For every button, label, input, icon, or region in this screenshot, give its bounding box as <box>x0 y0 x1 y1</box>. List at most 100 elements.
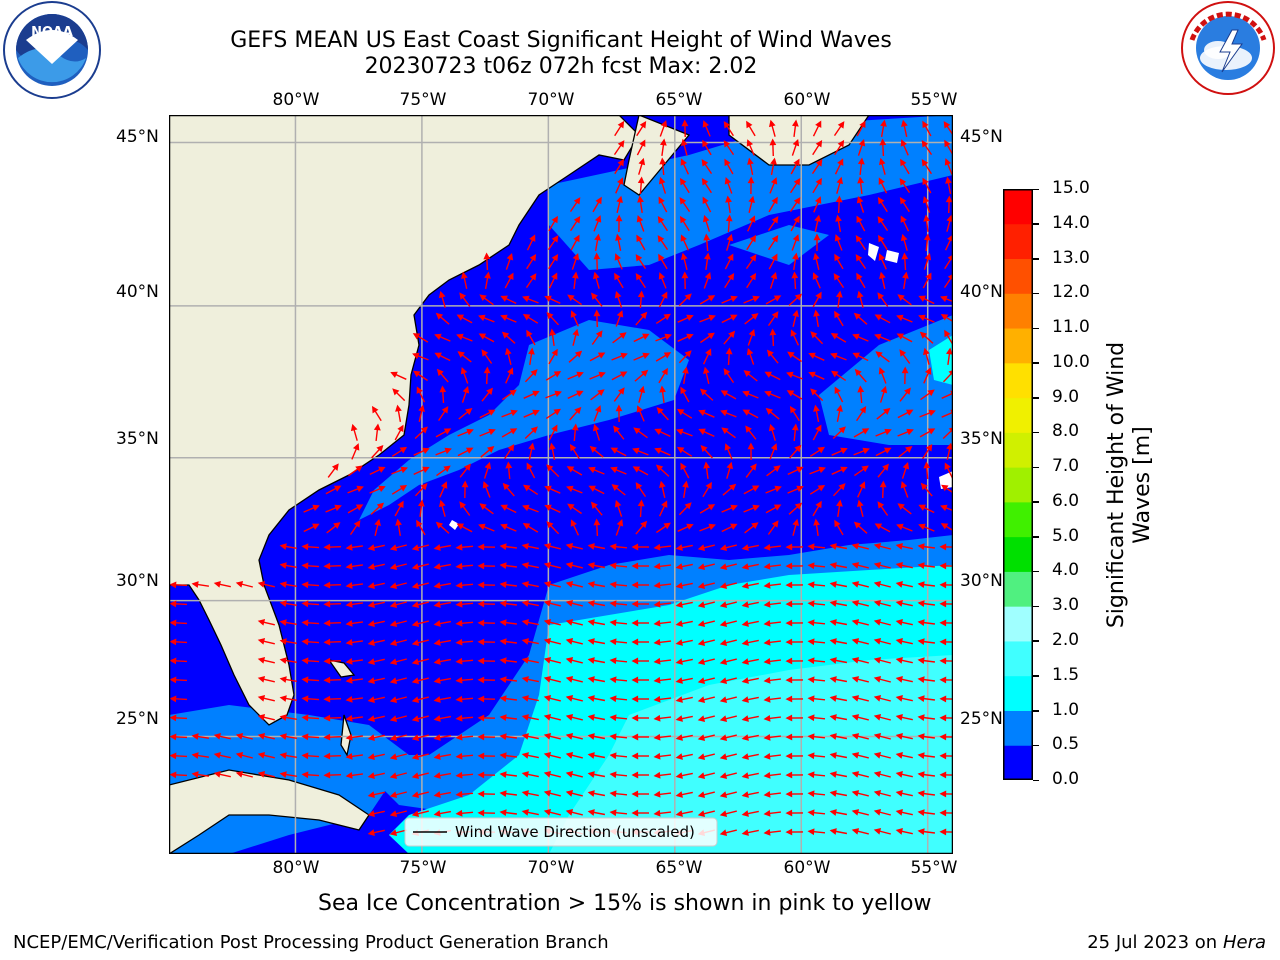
wind-wave-arrowhead <box>771 253 778 262</box>
colorbar-tick-mark <box>1033 744 1039 747</box>
wind-wave-arrowhead <box>807 790 815 798</box>
wind-wave-arrowhead <box>708 523 716 531</box>
wind-wave-arrowhead <box>829 600 837 607</box>
wind-wave-arrowhead <box>502 482 510 491</box>
wind-wave-arrowhead <box>389 734 398 742</box>
wind-wave-arrowhead <box>653 543 661 551</box>
wind-wave-arrowhead <box>922 177 929 186</box>
wind-wave-arrowhead <box>895 714 903 721</box>
wind-wave-arrowhead <box>456 333 464 341</box>
wind-wave-arrowhead <box>940 523 949 530</box>
wind-wave-arrowhead <box>389 810 398 818</box>
wind-wave-arrowhead <box>279 695 287 702</box>
wind-wave-arrowhead <box>793 178 801 186</box>
wind-wave-arrowhead <box>719 791 728 799</box>
wind-wave-arrowhead <box>917 638 925 646</box>
wind-wave-arrowhead <box>279 771 287 778</box>
wind-wave-arrowhead <box>751 485 760 492</box>
wind-wave-arrowhead <box>301 638 309 646</box>
wind-wave-arrowhead <box>895 600 903 607</box>
wind-wave-arrowhead <box>658 253 665 262</box>
lon-tick-bottom: 60°W <box>783 858 831 878</box>
wind-wave-arrowhead <box>723 140 731 148</box>
wind-wave-arrowhead <box>719 620 728 628</box>
wind-wave-arrowhead <box>279 714 287 721</box>
wind-wave-arrowhead <box>792 138 800 147</box>
wind-wave-arrowhead <box>719 734 728 742</box>
wind-wave-arrowhead <box>895 828 903 835</box>
wind-wave-arrowhead <box>829 619 837 626</box>
wind-wave-arrowhead <box>699 388 708 396</box>
wind-wave-arrowhead <box>457 351 465 358</box>
wind-wave-arrowhead <box>939 714 947 722</box>
wind-wave-arrowhead <box>874 314 883 321</box>
wind-wave-arrowhead <box>945 176 952 184</box>
wind-wave-arrowhead <box>486 387 494 395</box>
wind-wave-arrowhead <box>815 159 823 167</box>
wind-wave-arrowhead <box>353 520 361 528</box>
wind-wave-arrowhead <box>855 235 863 243</box>
wind-wave-arrowhead <box>725 195 732 203</box>
wind-wave-arrowhead <box>640 520 648 528</box>
wind-wave-arrowhead <box>675 696 683 703</box>
wind-wave-arrowhead <box>345 714 353 722</box>
wind-wave-arrowhead <box>417 499 425 507</box>
wind-wave-arrowhead <box>191 581 199 588</box>
wind-wave-arrowhead <box>169 752 177 760</box>
wind-wave-arrowhead <box>530 369 538 377</box>
wind-wave-arrowhead <box>411 772 420 779</box>
wind-wave-arrowhead <box>873 599 882 607</box>
wind-wave-arrowhead <box>815 120 822 128</box>
wind-wave-arrowhead <box>455 676 463 684</box>
wind-wave-arrowhead <box>312 504 320 512</box>
wind-wave-arrowhead <box>610 447 619 454</box>
wind-wave-arrowhead <box>301 562 309 570</box>
wind-wave-arrowhead <box>854 368 862 377</box>
wind-wave-arrowhead <box>345 752 353 760</box>
wind-wave-arrowhead <box>793 215 800 224</box>
wind-wave-arrowhead <box>658 272 666 280</box>
wind-wave-arrowhead <box>796 466 804 473</box>
wind-wave-arrowhead <box>838 426 846 434</box>
wind-wave-arrowhead <box>679 197 687 205</box>
colorbar-tick-label: 6.0 <box>1052 490 1080 511</box>
wind-wave-arrowhead <box>771 311 779 319</box>
wind-wave-arrowhead <box>815 500 822 509</box>
wind-wave-arrowhead <box>509 389 517 397</box>
wind-wave-arrowhead <box>279 657 287 664</box>
wind-wave-arrowhead <box>438 499 446 508</box>
wind-wave-arrowhead <box>675 639 683 646</box>
wind-wave-arrowhead <box>680 234 687 242</box>
wind-wave-arrowhead <box>899 178 907 186</box>
wind-wave-arrowhead <box>617 120 625 129</box>
wind-wave-arrowhead <box>213 771 221 778</box>
wind-wave-arrowhead <box>902 461 910 470</box>
wind-wave-arrowhead <box>858 138 866 147</box>
wind-wave-arrowhead <box>807 752 815 760</box>
wind-wave-arrowhead <box>367 601 375 608</box>
nws-logo-icon <box>1176 0 1280 100</box>
wind-wave-arrowhead <box>851 619 860 626</box>
wind-wave-arrowhead <box>465 408 473 415</box>
wind-wave-arrowhead <box>680 252 688 261</box>
wind-wave-arrowhead <box>301 733 309 741</box>
wind-wave-arrowhead <box>279 676 287 683</box>
wind-wave-arrowhead <box>680 462 687 471</box>
wind-wave-arrowhead <box>587 676 595 683</box>
wind-wave-arrowhead <box>631 695 639 703</box>
wind-wave-arrowhead <box>615 404 623 412</box>
wind-wave-arrowhead <box>355 504 364 511</box>
wind-wave-arrowhead <box>323 581 331 589</box>
map-frame <box>168 114 954 855</box>
wind-wave-arrowhead <box>873 694 882 702</box>
wind-wave-arrowhead <box>257 638 266 645</box>
wind-wave-arrowhead <box>433 791 441 798</box>
wind-wave-arrowhead <box>785 657 793 665</box>
wind-wave-arrowhead <box>840 466 848 473</box>
wind-wave-arrowhead <box>851 695 860 702</box>
wind-wave-arrowhead <box>455 562 463 570</box>
wind-wave-arrowhead <box>367 829 375 836</box>
wind-wave-arrowhead <box>703 461 711 469</box>
wind-wave-arrowhead <box>411 620 420 627</box>
wind-wave-arrowhead <box>521 581 529 588</box>
